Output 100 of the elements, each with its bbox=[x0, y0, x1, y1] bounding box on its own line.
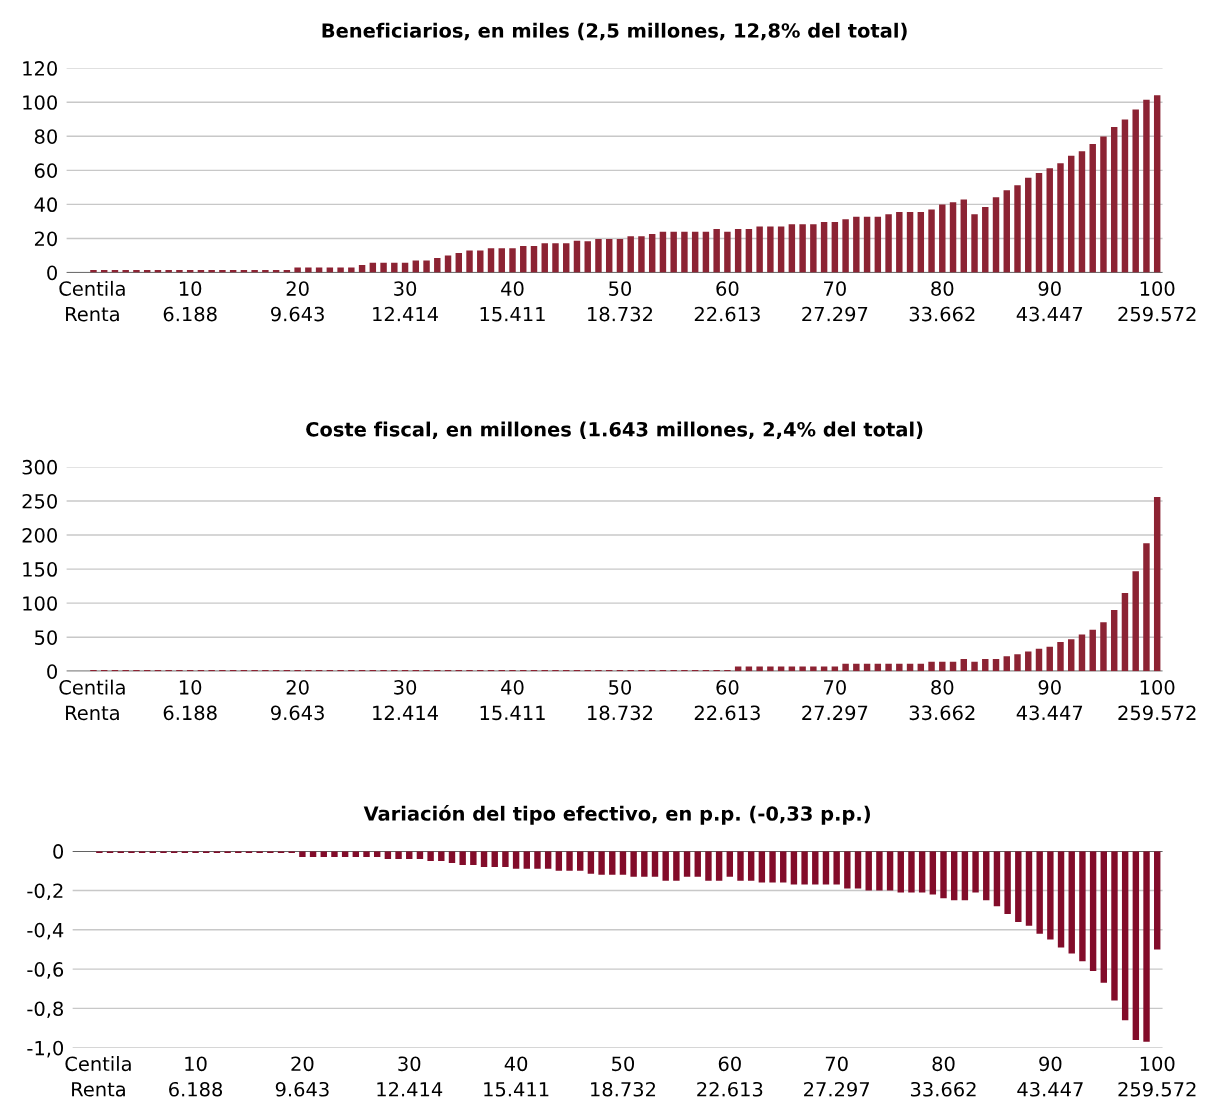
bar bbox=[616, 238, 624, 273]
bar bbox=[896, 211, 903, 273]
bar bbox=[1078, 151, 1086, 273]
y-tick-label: -0,4 bbox=[27, 922, 64, 940]
x-tick-label: 30 12.414 bbox=[373, 281, 438, 322]
bar bbox=[820, 221, 828, 273]
bar bbox=[326, 267, 334, 273]
x-tick-label: 70 27.297 bbox=[802, 281, 868, 322]
bar bbox=[788, 224, 796, 273]
x-tick-label: 60 22.613 bbox=[694, 679, 760, 721]
y-tick-label: 0 bbox=[47, 664, 57, 679]
bar bbox=[971, 661, 978, 672]
bar bbox=[939, 661, 946, 672]
bar bbox=[380, 262, 387, 273]
bar bbox=[928, 661, 935, 672]
bar bbox=[1057, 163, 1064, 273]
bar bbox=[853, 663, 860, 672]
bar bbox=[337, 267, 344, 273]
bar bbox=[960, 199, 968, 273]
bar bbox=[885, 214, 892, 273]
bar bbox=[1110, 609, 1118, 672]
bar bbox=[960, 659, 968, 672]
x-tick-label: 60 22.613 bbox=[694, 281, 760, 322]
bar bbox=[982, 659, 989, 672]
bar bbox=[745, 228, 753, 273]
x-tick-label: 90 43.447 bbox=[1016, 281, 1083, 322]
x-tick-label: 80 33.662 bbox=[909, 679, 975, 721]
bar bbox=[315, 267, 323, 273]
bar bbox=[810, 666, 817, 672]
bar bbox=[1121, 592, 1129, 672]
x-tick-label: 70 27.297 bbox=[804, 1056, 870, 1097]
bar bbox=[627, 236, 634, 273]
bar bbox=[1089, 629, 1096, 672]
bar bbox=[530, 245, 538, 273]
bar bbox=[1100, 136, 1107, 273]
bar bbox=[1143, 543, 1150, 672]
x-tick-label: 50 18.732 bbox=[588, 679, 653, 721]
bar bbox=[842, 219, 849, 273]
x-tick-label: 60 22.613 bbox=[697, 1056, 763, 1097]
y-tick-label: 100 bbox=[23, 596, 57, 611]
bar bbox=[391, 262, 398, 273]
x-axis-title: Centila Renta bbox=[59, 280, 125, 322]
bar bbox=[885, 663, 892, 672]
bar bbox=[1068, 155, 1075, 273]
bar bbox=[1153, 95, 1161, 273]
x-tick-label: 30 12.414 bbox=[373, 679, 438, 720]
bar bbox=[906, 211, 914, 273]
bar bbox=[423, 260, 430, 273]
bar bbox=[971, 214, 978, 273]
y-tick-label: 120 bbox=[23, 61, 57, 76]
bar bbox=[1153, 496, 1161, 672]
x-tick-label: 40 15.411 bbox=[484, 1056, 549, 1097]
bar bbox=[767, 226, 774, 273]
bar bbox=[1025, 177, 1032, 273]
bar bbox=[1089, 143, 1096, 273]
x-axis-title: Centila Renta bbox=[65, 1056, 131, 1097]
y-tick-label: -0,6 bbox=[27, 962, 64, 979]
x-tick-label: 20 9.643 bbox=[275, 1056, 329, 1097]
bar bbox=[1046, 168, 1053, 273]
chart-title: Beneficiarios, en miles (2,5 millones, 12,8% del total) bbox=[322, 22, 907, 41]
y-tick-label: -0,8 bbox=[27, 1001, 63, 1019]
y-tick-label: -0,2 bbox=[27, 883, 63, 901]
bar bbox=[487, 248, 495, 273]
bar bbox=[670, 231, 677, 273]
bar bbox=[1014, 185, 1021, 273]
y-tick-label: 50 bbox=[35, 630, 57, 645]
bar bbox=[928, 209, 935, 273]
y-tick-label: -1,0 bbox=[27, 1040, 64, 1058]
x-tick-label: 100 259.572 bbox=[1118, 281, 1196, 322]
bar bbox=[917, 211, 925, 273]
bar bbox=[681, 231, 688, 273]
bar bbox=[734, 228, 742, 273]
bar bbox=[1110, 126, 1118, 273]
bar bbox=[949, 202, 957, 273]
chart-title: Variación del tipo efectivo, en p.p. (-0,33 p.p.) bbox=[363, 805, 870, 825]
bar bbox=[1068, 639, 1075, 672]
y-tick-label: 200 bbox=[22, 528, 57, 543]
bar bbox=[648, 233, 656, 273]
bar bbox=[552, 243, 559, 273]
x-tick-label: 80 33.662 bbox=[910, 1056, 976, 1097]
x-tick-label: 40 15.411 bbox=[480, 281, 545, 322]
bar bbox=[756, 666, 763, 672]
bar bbox=[1121, 119, 1129, 273]
bar bbox=[348, 267, 355, 273]
bar bbox=[756, 226, 763, 273]
bar bbox=[992, 659, 1000, 672]
bar bbox=[863, 216, 871, 273]
x-tick-label: 70 27.297 bbox=[802, 679, 868, 721]
chart-title: Coste fiscal, en millones (1.643 millones, 2,4% del total) bbox=[306, 421, 923, 440]
bar bbox=[939, 204, 946, 273]
y-tick-label: 40 bbox=[34, 197, 57, 213]
bar bbox=[1035, 648, 1043, 672]
bar bbox=[702, 231, 710, 273]
bar bbox=[853, 216, 860, 273]
y-tick-label: 80 bbox=[34, 129, 57, 144]
bar bbox=[874, 216, 882, 273]
y-tick-label: 100 bbox=[23, 95, 57, 110]
bar bbox=[498, 248, 505, 273]
bar bbox=[1132, 109, 1139, 273]
bar bbox=[799, 224, 806, 273]
